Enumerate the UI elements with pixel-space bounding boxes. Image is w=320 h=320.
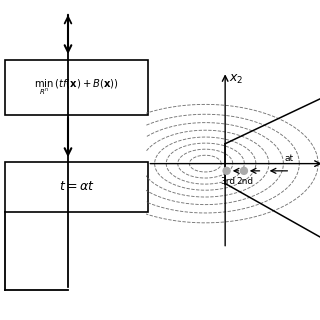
Text: $\underset{R^n}{\min}\,(tf(\mathbf{x})+B(\mathbf{x}))$: $\underset{R^n}{\min}\,(tf(\mathbf{x})+B… <box>34 78 119 97</box>
Bar <box>5 60 148 115</box>
Text: $x_2$: $x_2$ <box>229 73 244 86</box>
Text: 3rd: 3rd <box>220 177 236 186</box>
Circle shape <box>223 167 230 174</box>
Text: $t = \alpha t$: $t = \alpha t$ <box>59 180 94 194</box>
Bar <box>5 162 148 212</box>
Text: 2nd: 2nd <box>237 177 254 186</box>
Text: at: at <box>285 154 294 163</box>
Circle shape <box>240 167 248 174</box>
